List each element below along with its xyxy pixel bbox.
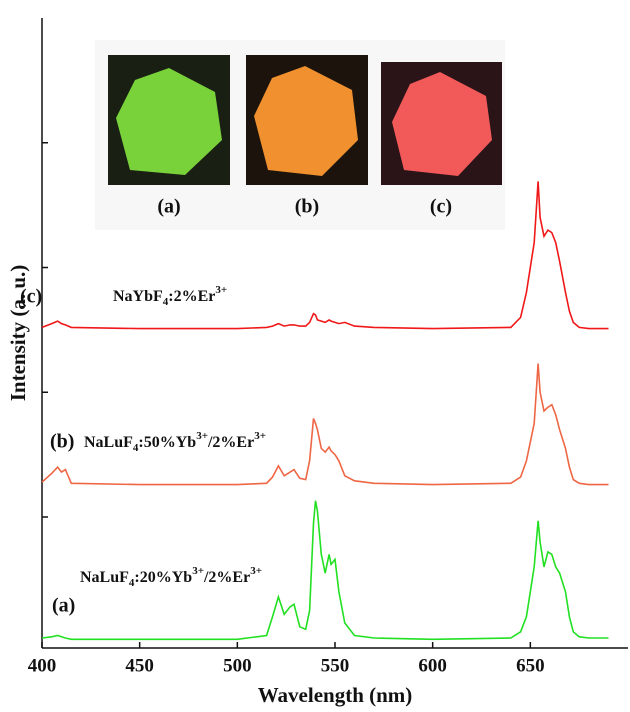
spectrum-line xyxy=(41,181,609,330)
inset-label: (a) xyxy=(157,196,180,218)
x-axis-title: Wavelength (nm) xyxy=(258,683,413,707)
x-tick-label: 550 xyxy=(321,655,350,676)
annotation: (b) xyxy=(50,431,74,453)
x-tick-label: 400 xyxy=(28,655,57,676)
inset-label: (c) xyxy=(430,196,452,218)
spectrum-line xyxy=(41,363,609,486)
x-tick-label: 600 xyxy=(418,655,447,676)
x-tick-label: 450 xyxy=(125,655,154,676)
inset-image xyxy=(246,55,368,185)
series-label: NaLuF4:50%Yb3+/2%Er3+ xyxy=(84,430,266,454)
y-axis-title: Intensity (a. u.) xyxy=(6,265,30,402)
inset-image xyxy=(381,62,502,185)
x-tick-label: 500 xyxy=(223,655,252,676)
annotation: (c) xyxy=(20,286,42,308)
spectrum-line xyxy=(41,500,609,641)
inset-label: (b) xyxy=(295,196,319,218)
x-tick-label: 650 xyxy=(516,655,545,676)
series-label: NaLuF4:20%Yb3+/2%Er3+ xyxy=(80,565,262,589)
inset-image xyxy=(108,55,230,185)
annotation: (a) xyxy=(52,595,75,617)
series-label: NaYbF4:2%Er3+ xyxy=(113,284,227,308)
